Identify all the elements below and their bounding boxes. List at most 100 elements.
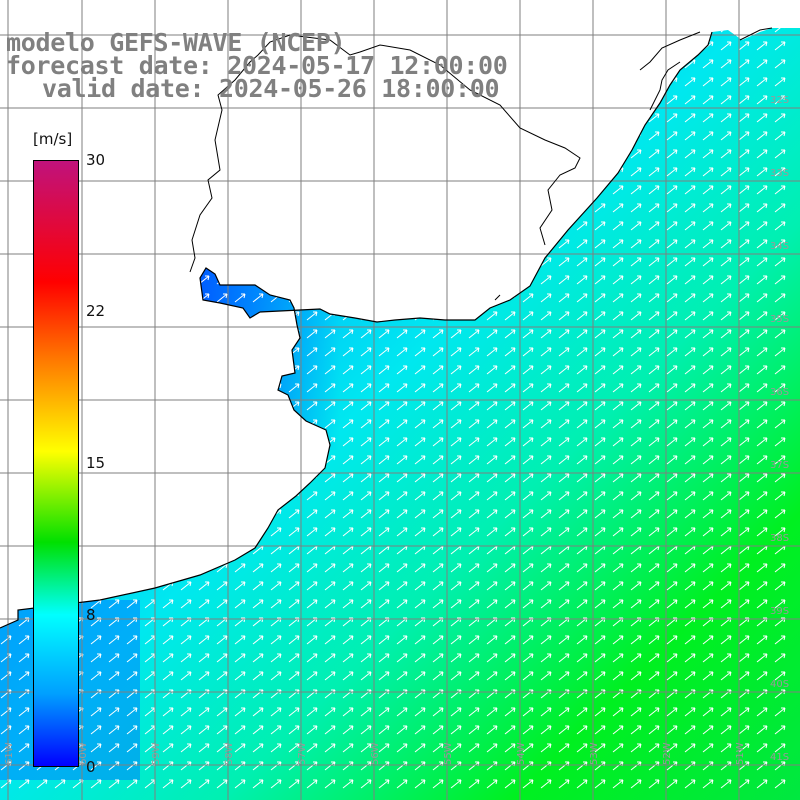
wind-arrow [594,437,606,447]
wind-arrow [270,779,282,789]
wind-arrow [288,419,300,429]
wind-arrow [432,419,444,429]
wind-arrow [126,455,138,465]
wind-arrow [270,239,282,249]
wind-arrow [558,455,570,465]
wind-arrow [18,167,30,177]
wind-arrow [234,347,246,357]
wind-arrow [540,311,552,321]
wind-arrow [522,113,534,123]
wind-arrow [612,419,624,429]
wind-arrow [180,347,192,357]
wind-arrow [270,527,282,537]
wind-arrow [198,239,210,249]
wind-arrow [432,383,444,393]
wind-arrow [666,185,678,195]
wind-arrow [144,293,156,303]
wind-arrow [576,131,588,141]
wind-arrow [414,149,426,159]
wind-arrow [504,185,516,195]
wind-arrow [450,599,462,609]
wind-arrow [558,563,570,573]
wind-arrow [108,653,120,663]
wind-arrow [720,95,732,105]
wind-arrow [126,185,138,195]
wind-arrow [270,653,282,663]
wind-arrow [594,743,606,753]
wind-arrow [324,239,336,249]
wind-arrow [126,545,138,555]
wind-arrow [108,707,120,717]
wind-arrow [486,239,498,249]
wind-arrow [504,707,516,717]
wind-arrow [684,113,696,123]
wind-arrow [342,149,354,159]
wind-arrow [522,293,534,303]
wind-arrow [540,725,552,735]
wind-arrow [594,491,606,501]
wind-arrow [342,473,354,483]
wind-arrow [396,725,408,735]
wind-arrow [432,473,444,483]
wind-arrow [180,185,192,195]
wind-arrow [18,203,30,213]
wind-arrow [684,653,696,663]
wind-arrow [540,365,552,375]
wind-arrow [648,509,660,519]
wind-arrow [234,221,246,231]
wind-arrow [720,77,732,87]
wind-arrow [702,347,714,357]
wind-arrow [252,401,264,411]
wind-arrow [180,635,192,645]
wind-arrow [630,77,642,87]
wind-arrow [162,743,174,753]
wind-arrow [522,653,534,663]
wind-arrow [306,635,318,645]
wind-arrow [108,293,120,303]
wind-arrow [774,455,786,465]
wind-arrow [720,563,732,573]
wind-arrow [504,329,516,339]
wind-arrow [522,635,534,645]
wind-arrow [234,725,246,735]
wind-arrow [360,599,372,609]
wind-arrow [432,257,444,267]
wind-arrow [162,563,174,573]
wind-arrow [180,707,192,717]
wind-arrow [486,581,498,591]
wind-arrow [414,203,426,213]
wind-arrow [414,293,426,303]
wind-arrow [432,365,444,375]
wind-arrow [126,707,138,717]
wind-arrow [126,473,138,483]
wind-arrow [558,725,570,735]
wind-arrow [486,707,498,717]
wind-arrow [738,113,750,123]
wind-arrow [630,653,642,663]
wind-arrow [414,527,426,537]
wind-arrow [360,401,372,411]
wind-arrow [108,311,120,321]
wind-arrow [162,329,174,339]
wind-arrow [576,293,588,303]
wind-arrow [648,599,660,609]
wind-arrow [774,635,786,645]
wind-arrow [666,473,678,483]
wind-arrow [558,365,570,375]
lon-label: 52W [662,742,673,765]
wind-arrow [774,473,786,483]
wind-arrow [756,707,768,717]
wind-arrow [774,365,786,375]
wind-arrow [90,113,102,123]
wind-arrow [522,779,534,789]
wind-arrow [198,383,210,393]
wind-arrow [18,707,30,717]
wind-arrow [324,725,336,735]
wind-arrow [270,131,282,141]
wind-arrow [126,527,138,537]
wind-arrow [558,437,570,447]
wind-arrow [504,473,516,483]
wind-arrow [396,347,408,357]
wind-arrow [774,725,786,735]
wind-arrow [486,671,498,681]
